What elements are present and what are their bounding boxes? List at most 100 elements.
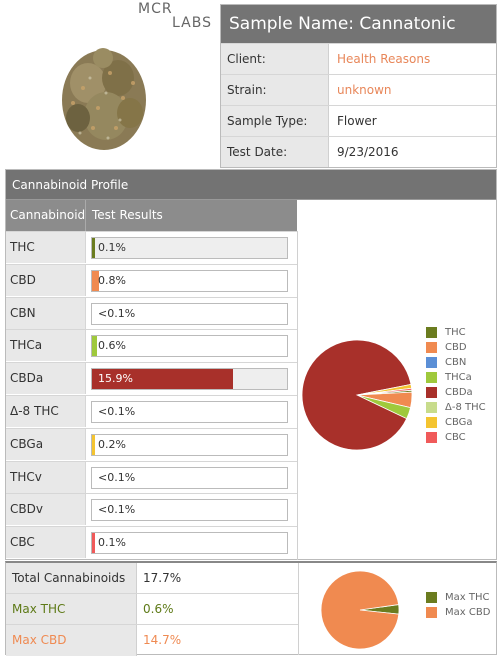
cannabinoid-row: CBN <0.1%	[6, 296, 297, 329]
result-value: <0.1%	[98, 503, 136, 517]
result-bar: 0.8%	[91, 269, 288, 292]
legend-item: THCa	[426, 370, 486, 385]
max-thc-label: Max THC	[6, 594, 137, 624]
profile-title: Cannabinoid Profile	[6, 170, 496, 200]
max-thc-row: Max THC 0.6%	[6, 594, 298, 625]
legend-label: CBDa	[445, 387, 473, 398]
strain-label: Strain:	[221, 75, 329, 105]
legend-item: Max THC	[426, 590, 490, 605]
legend-label: Max CBD	[445, 607, 491, 618]
cannabinoid-name: CBDv	[6, 494, 86, 526]
result-bar-fill	[92, 238, 95, 258]
max-cbd-row: Max CBD 14.7%	[6, 625, 298, 656]
result-value: 15.9%	[98, 372, 133, 386]
legend-item: CBD	[426, 340, 486, 355]
result-bar: 15.9%	[91, 368, 288, 391]
sample-photo	[62, 48, 146, 150]
cannabinoid-row: THCa 0.6%	[6, 329, 297, 362]
sample-row-strain: Strain: unknown	[221, 74, 496, 105]
legend-item: CBDa	[426, 385, 486, 400]
cannabinoid-row: CBC 0.1%	[6, 526, 297, 559]
legend-label: CBGa	[445, 417, 473, 428]
legend-swatch	[426, 607, 437, 618]
legend-item: Δ-8 THC	[426, 400, 486, 415]
legend-item: CBGa	[426, 415, 486, 430]
sample-type-label: Sample Type:	[221, 106, 329, 136]
strain-value: unknown	[337, 83, 392, 97]
result-cell: <0.1%	[86, 396, 297, 427]
test-date-label: Test Date:	[221, 137, 329, 167]
cannabinoid-row: Δ-8 THC <0.1%	[6, 395, 297, 427]
result-cell: <0.1%	[86, 494, 297, 525]
max-pie-chart	[321, 571, 399, 649]
cannabinoid-name: CBN	[6, 297, 86, 329]
legend-label: CBD	[445, 342, 467, 353]
result-cell: 0.2%	[86, 429, 297, 460]
cannabinoid-name: CBDa	[6, 363, 86, 395]
pie-slice-cbc	[356, 387, 412, 396]
max-cbd-label: Max CBD	[6, 625, 137, 656]
result-cell: 15.9%	[86, 363, 297, 394]
result-bar: <0.1%	[91, 499, 288, 522]
result-value: <0.1%	[98, 470, 136, 484]
totals-panel: Total Cannabinoids 17.7% Max THC 0.6% Ma…	[5, 561, 497, 656]
result-value: 0.6%	[98, 339, 126, 353]
lab-logo: MCR LABS	[138, 2, 212, 30]
sample-row-date: Test Date: 9/23/2016	[221, 136, 496, 167]
legend-item: THC	[426, 325, 486, 340]
pie-slice-max-cbd	[321, 571, 399, 649]
cannabinoid-name: THC	[6, 232, 86, 263]
total-cannabinoids-row: Total Cannabinoids 17.7%	[6, 563, 298, 594]
result-value: <0.1%	[98, 306, 136, 320]
legend-label: Max THC	[445, 592, 490, 603]
legend-label: THCa	[445, 372, 472, 383]
total-cannabinoids-label: Total Cannabinoids	[6, 563, 137, 593]
pie-slice-cbda	[302, 340, 412, 450]
cannabinoid-name: THCv	[6, 461, 86, 493]
cannabinoid-row: CBDa 15.9%	[6, 362, 297, 395]
result-cell: 0.8%	[86, 265, 297, 296]
result-bar-fill	[92, 336, 98, 357]
legend-swatch	[426, 372, 437, 383]
cannabinoid-name: CBD	[6, 264, 86, 296]
logo-line1: MCR	[138, 1, 173, 17]
result-bar-fill	[92, 434, 95, 455]
result-cell: <0.1%	[86, 462, 297, 493]
legend-swatch	[426, 592, 437, 603]
legend-label: CBN	[445, 357, 467, 368]
max-legend: Max THC Max CBD	[426, 590, 490, 620]
max-thc-value: 0.6%	[143, 602, 174, 616]
cannabinoid-row: CBGa 0.2%	[6, 427, 297, 460]
result-bar: 0.2%	[91, 433, 288, 456]
client-value: Health Reasons	[337, 52, 431, 66]
cannabinoid-name: CBGa	[6, 428, 86, 460]
cannabinoid-row: CBD 0.8%	[6, 263, 297, 296]
client-label: Client:	[221, 44, 329, 74]
legend-swatch	[426, 402, 437, 413]
result-value: 0.1%	[98, 536, 126, 550]
result-bar-fill	[92, 270, 100, 291]
test-date-value: 9/23/2016	[337, 145, 399, 159]
cannabinoid-row: THC 0.1%	[6, 231, 297, 263]
cannabinoid-name: CBC	[6, 527, 86, 559]
result-bar: 0.1%	[91, 237, 288, 259]
cannabinoid-pie-chart	[302, 340, 412, 450]
logo-line2: LABS	[172, 15, 212, 31]
cannabinoid-profile-panel: Cannabinoid Profile Cannabinoid Test Res…	[5, 169, 497, 560]
legend-swatch	[426, 357, 437, 368]
sample-name-title: Sample Name: Cannatonic	[221, 5, 496, 43]
result-value: <0.1%	[98, 405, 136, 418]
result-cell: 0.6%	[86, 330, 297, 361]
legend-item: CBC	[426, 430, 486, 445]
legend-swatch	[426, 387, 437, 398]
result-bar-fill	[92, 533, 95, 554]
result-value: 0.2%	[98, 437, 126, 451]
cannabinoid-name: THCa	[6, 330, 86, 362]
result-cell: 0.1%	[86, 232, 297, 263]
max-cbd-value: 14.7%	[143, 633, 182, 647]
legend-label: CBC	[445, 432, 466, 443]
result-bar: 0.6%	[91, 335, 288, 358]
result-bar: 0.1%	[91, 532, 288, 555]
cannabinoid-name: Δ-8 THC	[6, 396, 86, 427]
totals-divider	[298, 563, 299, 655]
